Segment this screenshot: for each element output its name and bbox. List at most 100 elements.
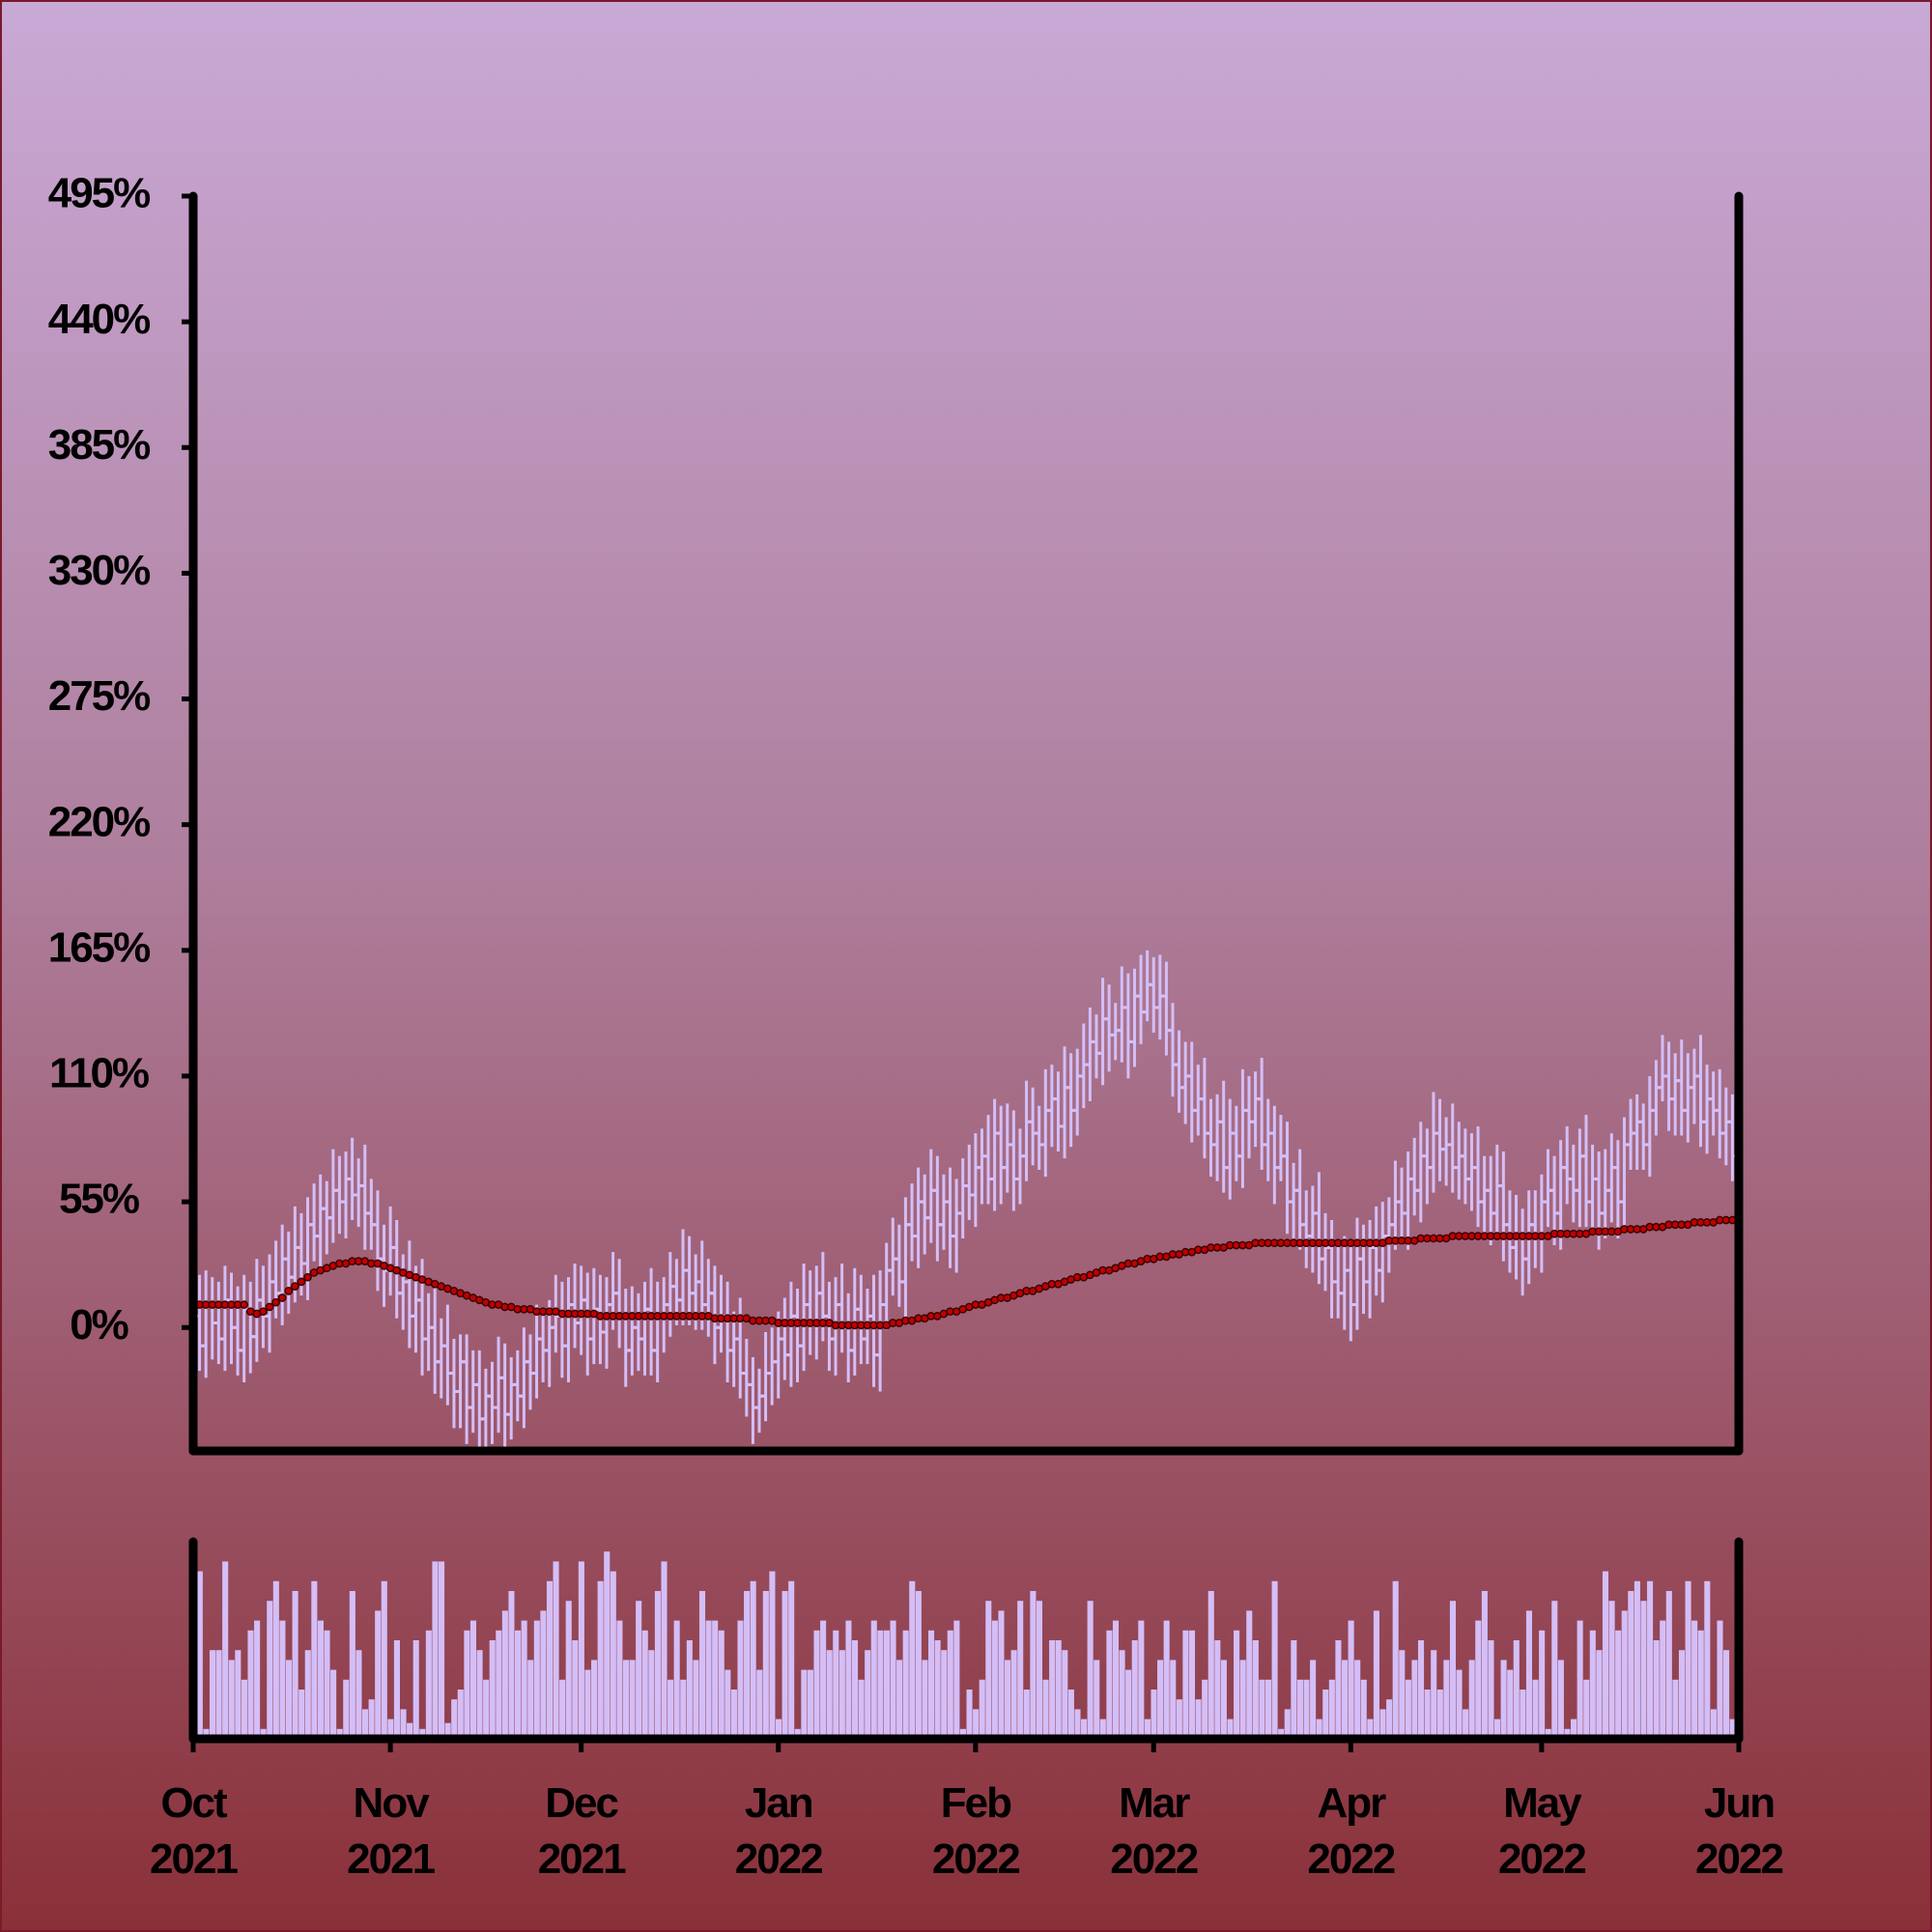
volume-bar	[838, 1650, 845, 1739]
volume-bar	[1119, 1650, 1125, 1739]
volume-bar	[1456, 1669, 1463, 1739]
volume-bar	[1723, 1650, 1730, 1739]
x-tick-label: May 2022	[1497, 1779, 1587, 1883]
volume-bar	[1296, 1679, 1303, 1739]
volume-bar	[730, 1690, 737, 1739]
volume-bar	[1615, 1630, 1622, 1739]
volume-bar	[1278, 1728, 1285, 1739]
x-tick-label: Apr 2022	[1307, 1779, 1396, 1883]
volume-bar	[1571, 1719, 1577, 1739]
volume-bar	[292, 1591, 298, 1739]
volume-bar	[1710, 1709, 1717, 1739]
volume-bar	[985, 1601, 992, 1739]
volume-bar	[1005, 1660, 1011, 1739]
volume-bar	[572, 1640, 579, 1739]
volume-bar	[909, 1580, 916, 1739]
volume-bar	[343, 1679, 350, 1739]
volume-bar	[890, 1620, 896, 1739]
volume-bar	[604, 1551, 611, 1739]
volume-bar	[959, 1728, 966, 1739]
volume-bar	[775, 1719, 782, 1739]
volume-bar	[361, 1709, 369, 1739]
volume-bar	[1099, 1719, 1106, 1739]
volume-bar	[673, 1620, 680, 1739]
volume-bar	[1405, 1679, 1411, 1739]
volume-bar	[1264, 1679, 1272, 1739]
volume-bar	[998, 1610, 1005, 1739]
moving-average-dot	[284, 1287, 294, 1295]
volume-bar	[1360, 1679, 1367, 1739]
volume-bar	[1660, 1620, 1666, 1739]
volume-bar	[1602, 1571, 1609, 1739]
volume-bar	[826, 1650, 833, 1739]
volume-bar	[750, 1580, 756, 1739]
volume-bar	[1583, 1679, 1590, 1739]
volume-bar	[324, 1630, 330, 1739]
y-tick-label: 110%	[49, 1050, 149, 1097]
volume-bar	[648, 1650, 655, 1739]
volume-bar	[1399, 1650, 1406, 1739]
volume-bar	[966, 1690, 973, 1739]
y-tick-label: 165%	[48, 923, 150, 971]
volume-bar	[464, 1630, 470, 1739]
volume-bar	[668, 1679, 674, 1739]
volume-bar	[260, 1728, 267, 1739]
volume-bar	[285, 1660, 293, 1739]
volume-bar	[317, 1620, 324, 1739]
volume-bar	[686, 1640, 693, 1739]
volume-bar	[1386, 1699, 1393, 1739]
volume-bar	[680, 1679, 687, 1739]
volume-bar	[661, 1561, 668, 1739]
volume-bar	[400, 1709, 407, 1739]
volume-bar	[272, 1580, 279, 1739]
volume-bar	[724, 1669, 731, 1739]
volume-bar	[1539, 1630, 1546, 1739]
volume-bar	[1271, 1580, 1278, 1739]
volume-bar	[355, 1650, 362, 1739]
volume-bar	[922, 1660, 928, 1739]
volume-bar	[1106, 1630, 1113, 1739]
volume-bar	[483, 1679, 490, 1739]
volume-bar	[1348, 1620, 1354, 1739]
y-tick-label: 55%	[59, 1176, 139, 1223]
volume-bar	[947, 1630, 953, 1739]
volume-bar	[1640, 1601, 1647, 1739]
volume-bar	[1411, 1660, 1418, 1739]
volume-bar	[1074, 1709, 1081, 1739]
volume-bar	[1488, 1640, 1494, 1739]
volume-bar	[515, 1630, 522, 1739]
volume-bar	[1328, 1679, 1335, 1739]
volume-bar	[1589, 1630, 1596, 1739]
volume-bar	[527, 1660, 534, 1739]
volume-bar	[1170, 1660, 1177, 1739]
volume-bar	[1062, 1650, 1068, 1739]
volume-bar	[1379, 1709, 1386, 1739]
volume-bar	[1697, 1630, 1704, 1739]
volume-bar	[1463, 1709, 1469, 1739]
volume-bar	[610, 1571, 616, 1739]
moving-average-dot	[259, 1307, 268, 1317]
volume-bar	[1717, 1620, 1723, 1739]
volume-bar	[718, 1630, 724, 1739]
x-tick-label: Nov 2021	[347, 1779, 436, 1883]
volume-bar	[1685, 1580, 1691, 1739]
volume-bar	[540, 1610, 547, 1739]
volume-bar	[1094, 1660, 1100, 1739]
axes: 0% 55% 110% 165% 220% 275% 330% 385% 440% 495%	[48, 170, 1744, 1752]
volume-bar	[209, 1650, 216, 1739]
volume-bar	[1468, 1660, 1475, 1739]
volume-bar	[1322, 1690, 1329, 1739]
volume-bar	[744, 1591, 751, 1739]
volume-bar	[1481, 1591, 1488, 1739]
volume-bar	[235, 1650, 242, 1739]
volume-bar	[1596, 1650, 1603, 1739]
volume-bar	[1335, 1640, 1342, 1739]
y-tick-label: 220%	[48, 798, 150, 845]
volume-bar	[1042, 1679, 1049, 1739]
volume-bar	[629, 1660, 636, 1739]
volume-bar	[794, 1728, 801, 1739]
volume-bar	[1220, 1660, 1227, 1739]
volume-bar	[349, 1591, 355, 1739]
moving-average-dot	[271, 1297, 280, 1307]
